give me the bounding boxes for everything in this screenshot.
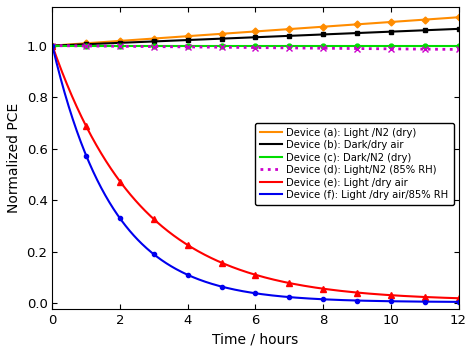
Device (e): Light /dry air: (12, 0.0204): Light /dry air: (12, 0.0204) [456, 296, 461, 300]
Device (c): Dark/N2 (dry): (6.49, 1): Dark/N2 (dry): (6.49, 1) [269, 43, 275, 48]
Line: Device (d): Light/N2 (85% RH): Device (d): Light/N2 (85% RH) [52, 46, 458, 49]
Device (b): Dark/dry air: (7.14, 1.04): Dark/dry air: (7.14, 1.04) [292, 34, 297, 38]
Device (d): Light/N2 (85% RH): (0, 1): Light/N2 (85% RH): (0, 1) [49, 43, 55, 48]
Device (a): Light /N2 (dry): (7.14, 1.07): Light /N2 (dry): (7.14, 1.07) [292, 26, 297, 31]
Device (a): Light /N2 (dry): (9.84, 1.09): Light /N2 (dry): (9.84, 1.09) [383, 20, 388, 24]
Y-axis label: Normalized PCE: Normalized PCE [7, 103, 21, 213]
Device (b): Dark/dry air: (5.77, 1.03): Dark/dry air: (5.77, 1.03) [245, 35, 251, 40]
Device (c): Dark/N2 (dry): (5.77, 1): Dark/N2 (dry): (5.77, 1) [245, 43, 251, 48]
Device (a): Light /N2 (dry): (5.77, 1.05): Light /N2 (dry): (5.77, 1.05) [245, 30, 251, 34]
Device (f): Light /dry air/85% RH: (0, 1): Light /dry air/85% RH: (0, 1) [49, 43, 55, 48]
Device (f): Light /dry air/85% RH: (5.7, 0.0459): Light /dry air/85% RH: (5.7, 0.0459) [242, 289, 248, 294]
Device (f): Light /dry air/85% RH: (9.84, 0.00903): Light /dry air/85% RH: (9.84, 0.00903) [383, 299, 388, 303]
Device (b): Dark/dry air: (0, 1): Dark/dry air: (0, 1) [49, 43, 55, 48]
Device (d): Light/N2 (85% RH): (9.84, 0.988): Light/N2 (85% RH): (9.84, 0.988) [383, 47, 388, 51]
Line: Device (a): Light /N2 (dry): Device (a): Light /N2 (dry) [52, 17, 458, 46]
Device (a): Light /N2 (dry): (11.7, 1.11): Light /N2 (dry): (11.7, 1.11) [446, 16, 452, 20]
Device (c): Dark/N2 (dry): (9.84, 1): Dark/N2 (dry): (9.84, 1) [383, 43, 388, 48]
Device (a): Light /N2 (dry): (12, 1.11): Light /N2 (dry): (12, 1.11) [456, 15, 461, 19]
Device (a): Light /N2 (dry): (0, 1): Light /N2 (dry): (0, 1) [49, 43, 55, 48]
Device (e): Light /dry air: (11.7, 0.0216): Light /dry air: (11.7, 0.0216) [446, 296, 452, 300]
Device (e): Light /dry air: (5.77, 0.12): Light /dry air: (5.77, 0.12) [245, 270, 251, 275]
Device (d): Light/N2 (85% RH): (11.7, 0.985): Light/N2 (85% RH): (11.7, 0.985) [446, 47, 452, 52]
Device (b): Dark/dry air: (11.7, 1.06): Dark/dry air: (11.7, 1.06) [446, 27, 452, 31]
Device (d): Light/N2 (85% RH): (5.7, 0.993): Light/N2 (85% RH): (5.7, 0.993) [242, 46, 248, 50]
Device (b): Dark/dry air: (5.7, 1.03): Dark/dry air: (5.7, 1.03) [242, 36, 248, 40]
Line: Device (f): Light /dry air/85% RH: Device (f): Light /dry air/85% RH [52, 46, 458, 302]
Device (b): Dark/dry air: (9.84, 1.05): Dark/dry air: (9.84, 1.05) [383, 30, 388, 34]
Device (e): Light /dry air: (5.7, 0.124): Light /dry air: (5.7, 0.124) [242, 269, 248, 274]
Device (e): Light /dry air: (7.14, 0.0756): Light /dry air: (7.14, 0.0756) [292, 282, 297, 286]
Device (b): Dark/dry air: (12, 1.06): Dark/dry air: (12, 1.06) [456, 27, 461, 31]
Device (d): Light/N2 (85% RH): (6.49, 0.992): Light/N2 (85% RH): (6.49, 0.992) [269, 46, 275, 50]
Device (c): Dark/N2 (dry): (11.7, 1): Dark/N2 (dry): (11.7, 1) [446, 43, 452, 48]
Device (f): Light /dry air/85% RH: (7.14, 0.0232): Light /dry air/85% RH: (7.14, 0.0232) [292, 295, 297, 300]
Device (c): Dark/N2 (dry): (0, 1): Dark/N2 (dry): (0, 1) [49, 43, 55, 48]
Device (e): Light /dry air: (9.84, 0.0336): Light /dry air: (9.84, 0.0336) [383, 293, 388, 297]
Device (c): Dark/N2 (dry): (5.7, 1): Dark/N2 (dry): (5.7, 1) [242, 43, 248, 48]
Line: Device (e): Light /dry air: Device (e): Light /dry air [52, 46, 458, 298]
Device (f): Light /dry air/85% RH: (5.77, 0.0443): Light /dry air/85% RH: (5.77, 0.0443) [245, 290, 251, 294]
Device (a): Light /N2 (dry): (5.7, 1.05): Light /N2 (dry): (5.7, 1.05) [242, 30, 248, 34]
Device (b): Dark/dry air: (6.49, 1.04): Dark/dry air: (6.49, 1.04) [269, 35, 275, 39]
Device (f): Light /dry air/85% RH: (12, 0.0062): Light /dry air/85% RH: (12, 0.0062) [456, 300, 461, 304]
Device (e): Light /dry air: (0, 1): Light /dry air: (0, 1) [49, 43, 55, 48]
Device (e): Light /dry air: (6.49, 0.094): Light /dry air: (6.49, 0.094) [269, 277, 275, 281]
Device (c): Dark/N2 (dry): (7.14, 1): Dark/N2 (dry): (7.14, 1) [292, 43, 297, 48]
Device (f): Light /dry air/85% RH: (11.7, 0.00641): Light /dry air/85% RH: (11.7, 0.00641) [446, 300, 452, 304]
Legend: Device (a): Light /N2 (dry), Device (b): Dark/dry air, Device (c): Dark/N2 (dry): Device (a): Light /N2 (dry), Device (b):… [255, 122, 454, 205]
Line: Device (b): Dark/dry air: Device (b): Dark/dry air [52, 29, 458, 46]
Device (d): Light/N2 (85% RH): (12, 0.985): Light/N2 (85% RH): (12, 0.985) [456, 47, 461, 52]
Device (a): Light /N2 (dry): (6.49, 1.06): Light /N2 (dry): (6.49, 1.06) [269, 28, 275, 32]
Device (d): Light/N2 (85% RH): (7.14, 0.991): Light/N2 (85% RH): (7.14, 0.991) [292, 46, 297, 50]
Device (f): Light /dry air/85% RH: (6.49, 0.0312): Light /dry air/85% RH: (6.49, 0.0312) [269, 293, 275, 298]
Device (d): Light/N2 (85% RH): (5.77, 0.993): Light/N2 (85% RH): (5.77, 0.993) [245, 46, 251, 50]
X-axis label: Time / hours: Time / hours [212, 332, 299, 346]
Device (c): Dark/N2 (dry): (12, 1): Dark/N2 (dry): (12, 1) [456, 43, 461, 48]
